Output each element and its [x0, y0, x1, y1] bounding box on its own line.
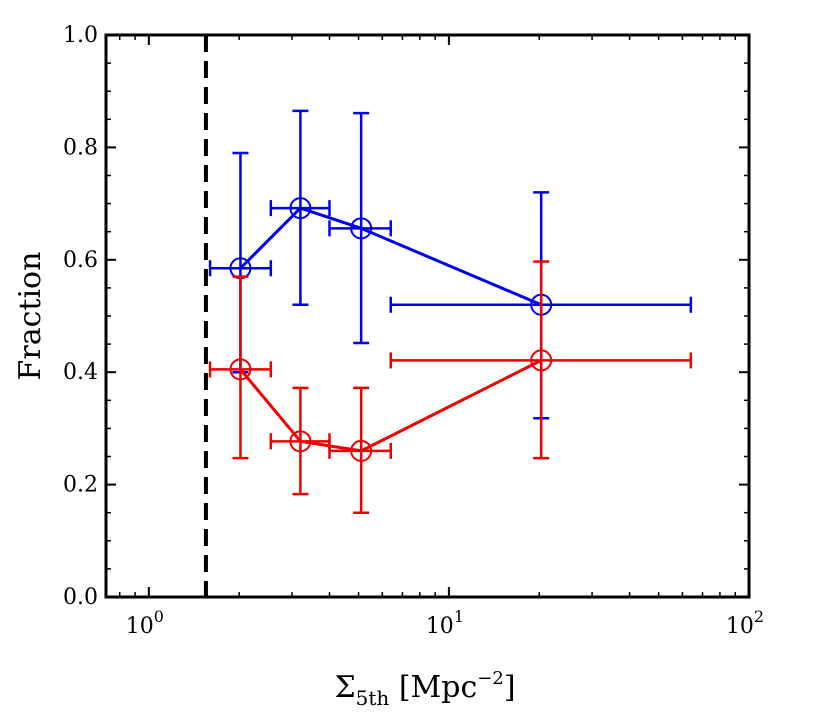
y-axis: 0.0 0.2 0.4 0.6 0.8 1.0 [63, 23, 749, 610]
marker-red-2 [350, 439, 373, 462]
errorbar-red-3 [389, 260, 693, 460]
y-tick-label-3: 0.6 [63, 248, 98, 273]
marker-blue-1 [289, 197, 312, 220]
marker-red-1 [289, 430, 312, 453]
errorbar-blue-1 [269, 109, 331, 307]
series-line-blue [239, 206, 542, 307]
y-tick-label-5: 1.0 [63, 23, 98, 48]
x-tick-label-2: 102 [726, 607, 764, 639]
errorbar-red-0 [208, 275, 273, 460]
series-red [208, 260, 693, 514]
series-blue [208, 109, 693, 420]
plot-area [104, 33, 751, 599]
y-tick-label-4: 0.8 [63, 135, 98, 160]
marker-red-3 [530, 349, 553, 372]
plot-frame [104, 33, 751, 599]
errorbar-blue-2 [328, 111, 392, 345]
errorbar-red-1 [269, 386, 331, 496]
x-tick-label-1: 101 [426, 607, 464, 639]
y-tick-label-0: 0.0 [63, 585, 98, 610]
x-axis: 100 101 102 [118, 35, 764, 639]
x-tick-label-0: 100 [126, 607, 164, 639]
marker-red-0 [229, 358, 252, 381]
y-tick-label-1: 0.2 [63, 473, 98, 498]
series-line-red [239, 359, 542, 453]
y-tick-label-2: 0.4 [63, 360, 98, 385]
y-axis-title: Fraction [13, 252, 48, 381]
x-axis-title: Σ5th [Mpc−2] [334, 668, 515, 710]
errorbar-red-2 [328, 386, 392, 514]
marker-blue-2 [350, 217, 373, 240]
